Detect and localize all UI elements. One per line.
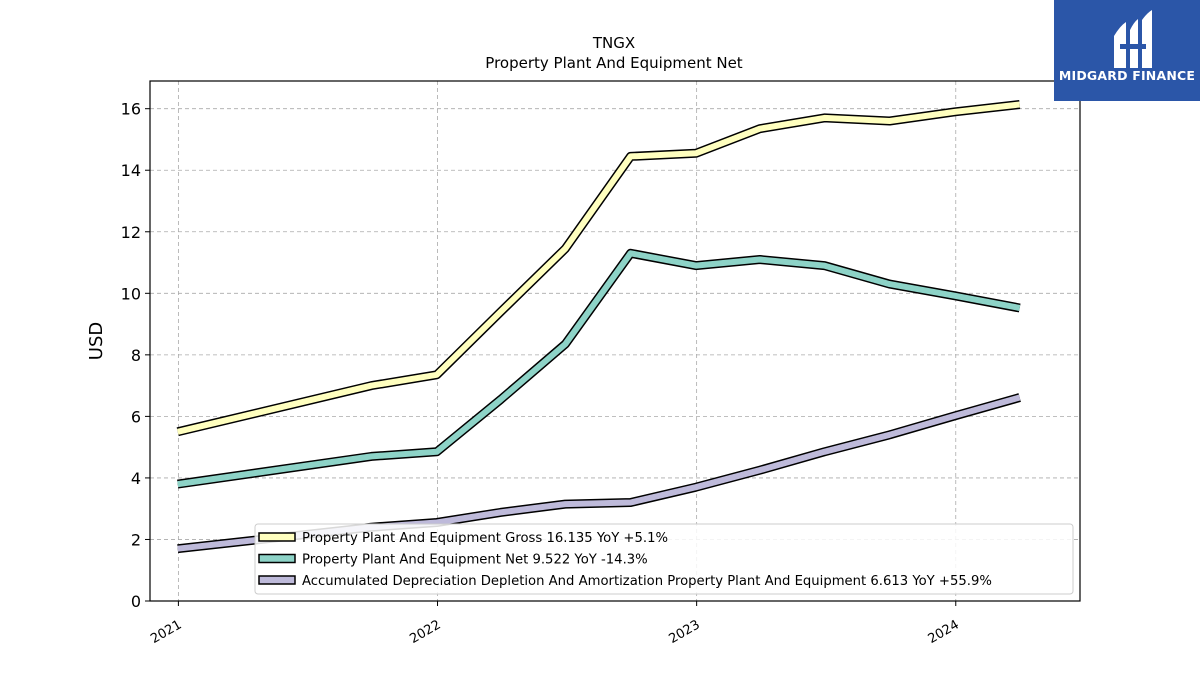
x-tick-label: 2021 [148, 617, 184, 647]
series-layer [176, 100, 1021, 554]
legend-label-2: Accumulated Depreciation Depletion And A… [302, 574, 992, 589]
x-tick-label: 2024 [926, 617, 962, 647]
series-line-0 [177, 101, 1021, 435]
legend: Property Plant And Equipment Gross 16.13… [254, 523, 1074, 595]
plot-frame [149, 80, 1081, 602]
series-line-1 [177, 250, 1021, 488]
series-outline-1 [177, 248, 1021, 489]
chart-title: TNGX [592, 34, 635, 52]
brand-name: MIDGARD FINANCE [1058, 68, 1196, 83]
legend-label-1: Property Plant And Equipment Net 9.522 Y… [302, 553, 648, 568]
y-tick-label: 0 [131, 592, 141, 611]
chart-subtitle: Property Plant And Equipment Net [485, 54, 742, 72]
y-tick-label: 8 [131, 346, 141, 365]
y-tick-label: 2 [131, 530, 141, 549]
y-axis: 0 2 4 6 8 10 12 14 16 [121, 100, 150, 611]
y-tick-label: 10 [121, 284, 141, 303]
legend-label-0: Property Plant And Equipment Gross 16.13… [302, 531, 668, 546]
series-outline-0 [176, 100, 1021, 437]
grid-lines [150, 81, 1080, 602]
y-tick-label: 4 [131, 469, 141, 488]
legend-swatch-1 [258, 553, 296, 564]
y-tick-label: 6 [131, 407, 141, 426]
brand-logo: MIDGARD FINANCE [1054, 0, 1200, 101]
legend-swatch-0 [258, 532, 296, 542]
midgard-logo-icon [1114, 10, 1152, 68]
x-axis: 2021 2022 2023 2024 [148, 601, 962, 647]
legend-box [254, 523, 1074, 595]
series-line-2 [177, 394, 1021, 552]
x-tick-label: 2022 [407, 617, 443, 647]
y-axis-label: USD [86, 322, 107, 360]
x-tick-label: 2023 [666, 617, 702, 647]
legend-swatch-2 [258, 575, 296, 585]
y-tick-label: 14 [121, 161, 141, 180]
y-tick-label: 12 [121, 223, 141, 242]
y-tick-label: 16 [121, 100, 141, 119]
